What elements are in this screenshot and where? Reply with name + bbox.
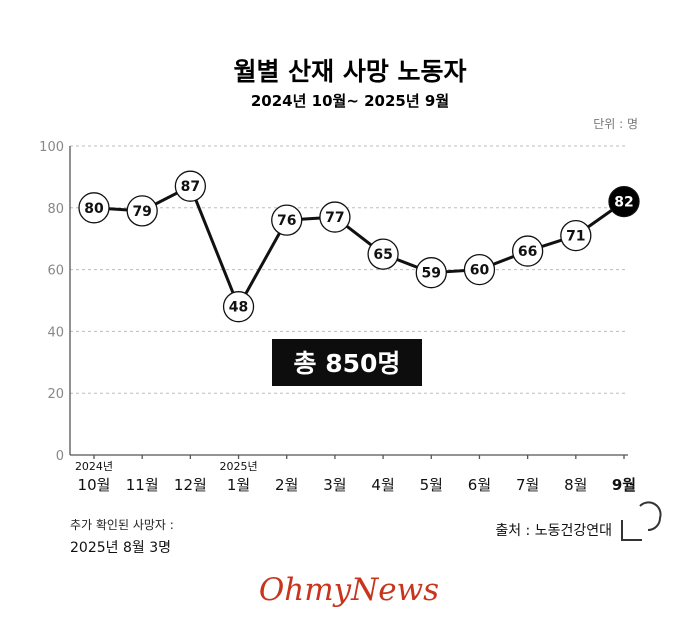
x-tick-label: 11월 <box>126 476 159 494</box>
data-point <box>560 219 592 252</box>
axis-layer: 0 20 40 60 80 100 10월 11월 12월 1월 2월 3월 4월 5월 6월 7월 8월 9월 2… <box>39 140 636 494</box>
y-tick-label: 0 <box>56 449 64 464</box>
chart-title: 월별 산재 사망 노동자 <box>233 57 466 86</box>
data-label: 87 <box>181 179 200 195</box>
data-label: 48 <box>229 300 248 316</box>
data-point <box>415 257 447 289</box>
data-label: 79 <box>132 204 151 220</box>
data-label: 82 <box>614 195 633 211</box>
year-label: 2024년 <box>75 460 113 473</box>
data-label: 71 <box>566 229 585 245</box>
data-label: 60 <box>470 263 490 279</box>
y-tick-label: 20 <box>47 387 64 402</box>
x-tick-label: 7월 <box>516 476 539 494</box>
data-point <box>319 201 351 233</box>
data-label: 80 <box>84 201 104 217</box>
data-label: 65 <box>373 247 392 263</box>
x-tick-label: 8월 <box>564 476 587 494</box>
data-point <box>126 195 158 227</box>
line-layer <box>93 184 625 309</box>
point-layer: 80 79 87 48 76 77 65 59 60 66 71 82 <box>78 170 640 323</box>
data-point <box>174 170 207 202</box>
data-point <box>463 253 496 286</box>
x-tick-label: 9월 <box>612 476 636 494</box>
total-box: 총 850명 <box>272 339 422 386</box>
brand-logo: OhmyNews <box>259 572 439 608</box>
data-label: 77 <box>325 210 344 226</box>
chart-subtitle: 2024년 10월~ 2025년 9월 <box>251 92 449 110</box>
data-point <box>271 204 303 236</box>
data-point <box>608 185 640 218</box>
grid-layer <box>70 145 628 394</box>
y-tick-label: 100 <box>39 140 64 155</box>
data-point <box>511 235 544 267</box>
source-text: 출처 : 노동건강연대 <box>495 523 612 539</box>
footnote-line2: 2025년 8월 3명 <box>70 540 171 556</box>
data-label: 76 <box>277 213 296 229</box>
data-point <box>367 238 399 270</box>
x-tick-label: 6월 <box>468 476 491 494</box>
year-label: 2025년 <box>219 460 257 473</box>
data-point <box>78 192 110 224</box>
footnote-line1: 추가 확인된 사망자 : <box>70 518 174 532</box>
data-point <box>222 291 255 323</box>
x-tick-label: 5월 <box>420 476 443 494</box>
y-tick-label: 60 <box>47 264 64 279</box>
data-label: 59 <box>422 266 441 282</box>
x-tick-label: 12월 <box>174 476 207 494</box>
x-tick-label: 1월 <box>227 476 250 494</box>
y-tick-label: 80 <box>47 202 64 217</box>
x-tick-label: 10월 <box>78 476 111 494</box>
total-box-background <box>272 339 422 386</box>
x-tick-label: 4월 <box>371 476 394 494</box>
y-tick-label: 40 <box>47 325 64 340</box>
series-line <box>93 184 625 309</box>
x-tick-label: 2월 <box>275 476 298 494</box>
total-box-label: 총 850명 <box>294 349 401 378</box>
source-logo-icon <box>621 501 662 541</box>
x-tick-label: 3월 <box>323 476 346 494</box>
data-label: 66 <box>518 244 537 260</box>
unit-label: 단위 : 명 <box>593 117 638 131</box>
